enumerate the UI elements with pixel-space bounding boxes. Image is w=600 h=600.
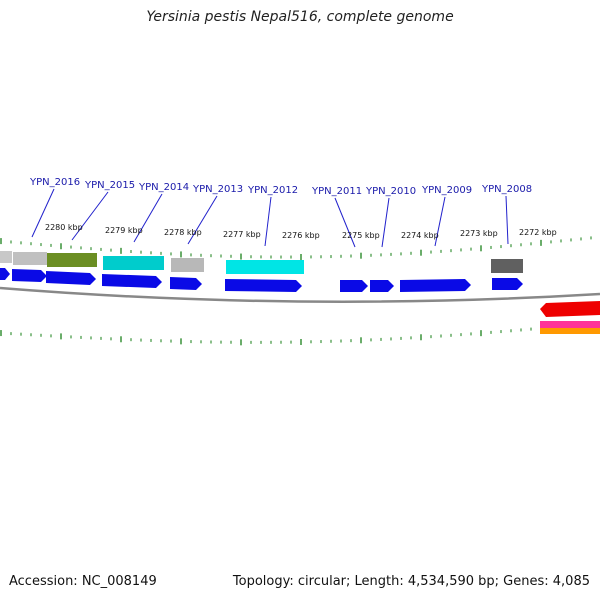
feature-cyan-1 [103, 256, 164, 270]
cds-arrow [400, 279, 471, 292]
kbp-label: 2275 kbp [342, 231, 380, 240]
kbp-label: 2277 kbp [223, 230, 261, 239]
cds-arrow [0, 268, 10, 280]
gene-label: YPN_2015 [84, 180, 135, 191]
kbp-label: 2274 kbp [401, 231, 439, 240]
cds-arrow [340, 280, 368, 292]
gene-label: YPN_2012 [247, 185, 298, 196]
accession-text: Accession: NC_008149 [9, 574, 157, 589]
outer-tick-ring [0, 236, 592, 260]
gene-label: YPN_2014 [138, 182, 189, 193]
cds-arrow [170, 277, 202, 290]
gene-label: YPN_2013 [192, 184, 243, 195]
gene-label: YPN_2010 [365, 186, 416, 197]
lower-feature-ring [540, 301, 600, 334]
kbp-label: 2279 kbp [105, 226, 143, 235]
genome-summary-text: Topology: circular; Length: 4,534,590 bp… [232, 574, 590, 589]
feature-olive [47, 253, 97, 267]
genome-backbone [0, 286, 600, 303]
inner-tick-ring [0, 322, 592, 346]
map-title: Yersinia pestis Nepal516, complete genom… [146, 9, 454, 25]
feature-gray-3 [171, 258, 204, 272]
kbp-label: 2280 kbp [45, 223, 83, 232]
gene-labels: YPN_2016 YPN_2015 YPN_2014 YPN_2013 YPN_… [29, 177, 532, 248]
kbp-label: 2276 kbp [282, 231, 320, 240]
gene-label: YPN_2009 [421, 185, 472, 196]
kbp-labels: 2280 kbp 2279 kbp 2278 kbp 2277 kbp 2276… [45, 223, 557, 240]
feature-gray-1 [0, 251, 12, 263]
cds-arrow [370, 280, 394, 292]
cds-arrow [12, 269, 47, 282]
cds-arrow [225, 279, 302, 292]
kbp-label: 2273 kbp [460, 229, 498, 238]
feature-gray-2 [13, 252, 47, 265]
gene-label: YPN_2016 [29, 177, 80, 188]
kbp-label: 2278 kbp [164, 228, 202, 237]
gene-label: YPN_2011 [311, 186, 362, 197]
feature-orange [540, 328, 600, 334]
feature-cyan-2 [226, 260, 304, 274]
feature-dark-gray [491, 259, 523, 273]
cds-arrow [46, 271, 96, 285]
cds-arrow [102, 274, 162, 288]
kbp-label: 2272 kbp [519, 228, 557, 237]
feature-red-arrow [540, 301, 600, 317]
feature-pink [540, 321, 600, 328]
feature-ring [0, 251, 523, 274]
gene-label: YPN_2008 [481, 184, 532, 195]
cds-arrow [492, 278, 523, 290]
cds-ring [0, 268, 523, 292]
